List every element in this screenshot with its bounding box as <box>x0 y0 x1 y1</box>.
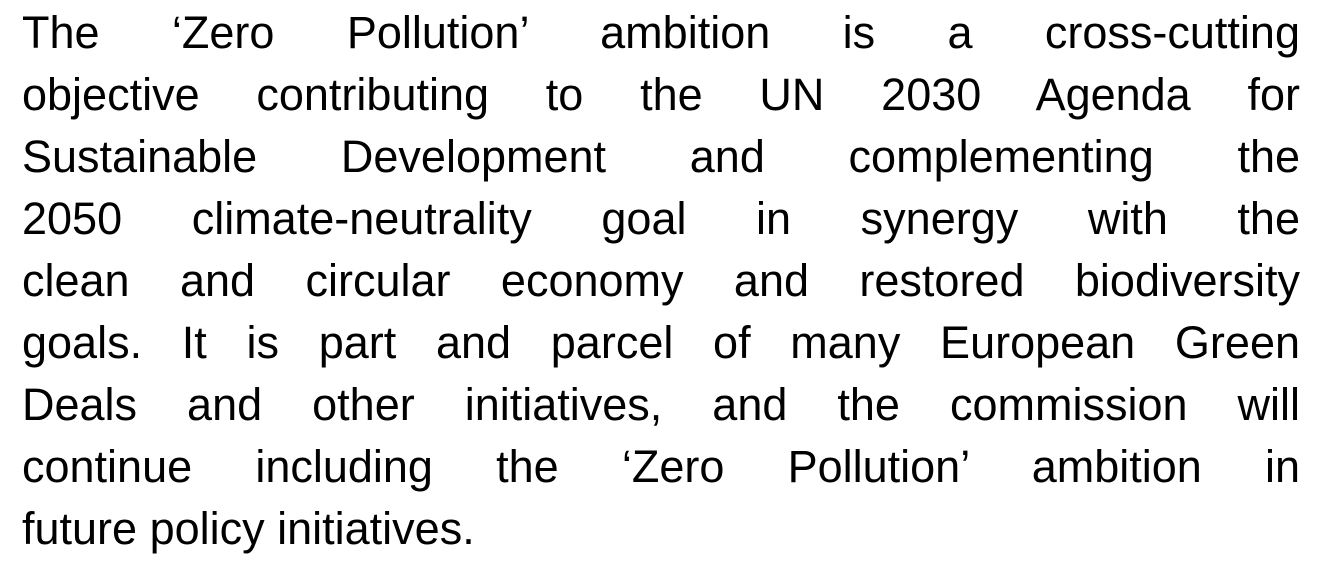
text-line: clean and circular economy and restored … <box>22 255 1300 306</box>
text-line: objective contributing to the UN 2030 Ag… <box>22 69 1300 120</box>
text-line: Deals and other initiatives, and the com… <box>22 379 1300 430</box>
text-line: future policy initiatives. <box>22 503 475 554</box>
text-line: goals. It is part and parcel of many Eur… <box>22 317 1300 368</box>
text-line: 2050 climate-neutrality goal in synergy … <box>22 193 1300 244</box>
text-line: Sustainable Development and complementin… <box>22 131 1300 182</box>
text-line: continue including the ‘Zero Pollution’ … <box>22 441 1300 492</box>
paragraph: The ‘Zero Pollution’ ambition is a cross… <box>22 2 1300 560</box>
text-line: The ‘Zero Pollution’ ambition is a cross… <box>22 7 1300 58</box>
